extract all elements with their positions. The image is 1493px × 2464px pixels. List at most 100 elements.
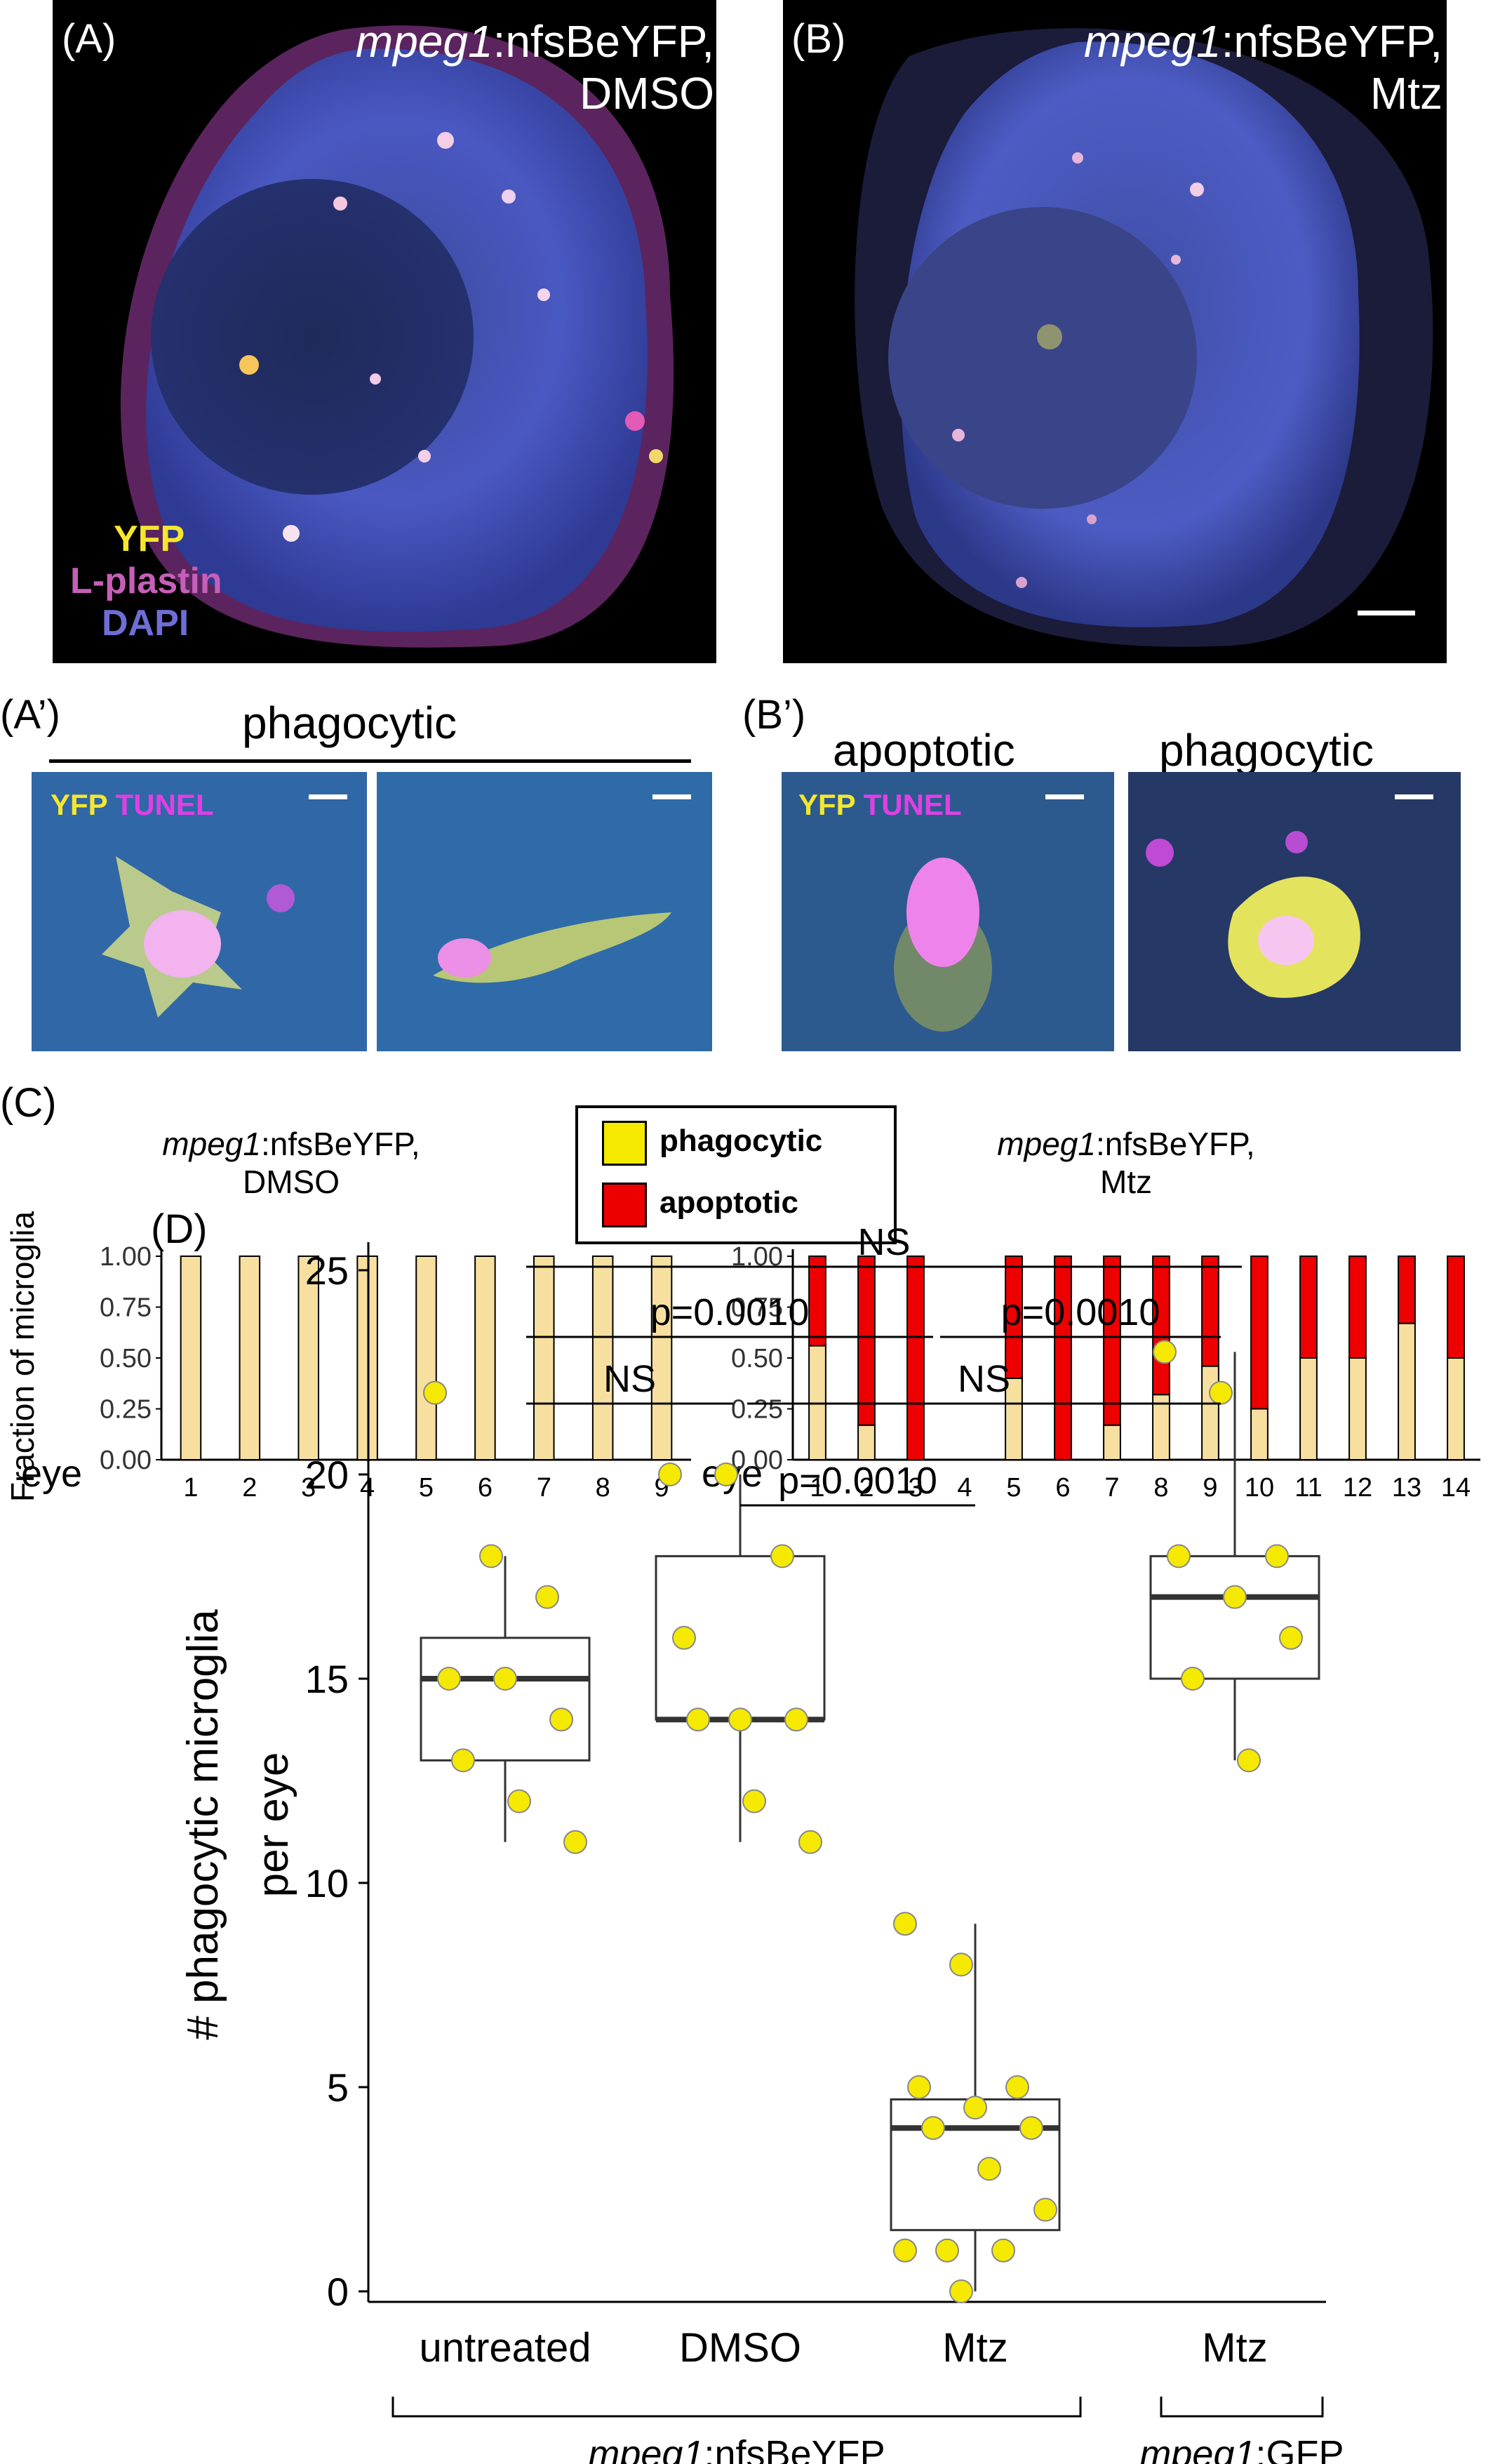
cLeft-ytick-label: 1.00 — [100, 1242, 152, 1272]
panel-a-title-treatment: DMSO — [580, 68, 714, 119]
chart-c-right-title-line2: Mtz — [1100, 1164, 1152, 1200]
d-comparison-label: NS — [603, 1358, 656, 1400]
d-point — [728, 1707, 752, 1732]
cRight-xtick-label: 6 — [1055, 1473, 1070, 1503]
chart-c-legend: phagocytic apoptotic — [575, 1105, 897, 1244]
cRight-xtick-label: 10 — [1245, 1473, 1274, 1503]
d-point — [921, 2116, 945, 2140]
d-ytick-label: 0 — [327, 2270, 349, 2314]
cLeft-bar-phagocytic — [415, 1256, 437, 1460]
d-point — [714, 1463, 738, 1486]
d-point — [686, 1707, 710, 1732]
cRight-bar-apoptotic — [808, 1256, 826, 1347]
panel-a-title-rest: :nfsBeYFP, — [493, 16, 714, 67]
cRight-xtick-label: 13 — [1392, 1473, 1421, 1503]
b-prime-channels: YFP TUNEL — [798, 784, 962, 826]
cRight-ytick-label: 0.75 — [731, 1293, 783, 1323]
d-point — [451, 1748, 475, 1773]
d-group-label: mpeg1:GFP — [1139, 2433, 1344, 2464]
d-ytick-label: 10 — [305, 1861, 349, 1905]
cRight-xtick-label: 7 — [1104, 1473, 1119, 1503]
panel-b-prime-caption-right: phagocytic — [1159, 725, 1374, 775]
d-point — [1033, 2197, 1057, 2222]
retina-mtz-image — [855, 28, 1433, 647]
chart-c-left-title-line1: mpeg1:nfsBeYFP, — [162, 1126, 420, 1162]
a-prime-1-scale-bar — [309, 794, 347, 799]
cLeft-xtick-label: 6 — [478, 1473, 493, 1503]
d-point — [977, 2157, 1001, 2181]
chart-c-right-title-line1: mpeg1:nfsBeYFP, — [997, 1126, 1254, 1162]
d-group-label: mpeg1:nfsBeYFP — [588, 2433, 885, 2464]
d-xtick-label: Mtz — [1202, 2325, 1267, 2371]
legend-apoptotic-swatch — [602, 1183, 647, 1227]
retina-dmso-image — [120, 25, 674, 648]
cRight-xtick-label: 9 — [1203, 1473, 1217, 1503]
cLeft-xtick-label: 8 — [596, 1473, 610, 1503]
panel-a-channel-legend: YFP L-plastin DAPI — [70, 518, 222, 644]
panel-a-title-italic: mpeg1 — [355, 16, 493, 67]
d-point — [423, 1380, 447, 1405]
chart-d-ylabel-line2: per eye — [249, 1752, 297, 1898]
cRight-xtick-label: 12 — [1343, 1473, 1372, 1503]
cLeft-ytick-label: 0.00 — [100, 1446, 152, 1475]
cLeft-ytick-label: 0.75 — [100, 1293, 152, 1323]
cLeft-bar-phagocytic — [650, 1256, 673, 1460]
d-point — [893, 1912, 917, 1936]
d-point — [479, 1544, 503, 1569]
a-prime-channel-tunel: TUNEL — [115, 788, 214, 821]
cRight-bar-apoptotic — [906, 1256, 925, 1460]
d-point — [1279, 1625, 1303, 1650]
panel-b-title-rest: :nfsBeYFP, — [1221, 16, 1442, 67]
a-prime-channels: YFP TUNEL — [51, 784, 214, 826]
legend-phagocytic-swatch — [602, 1121, 647, 1166]
d-comparison-label: p=0.0010 — [650, 1291, 810, 1333]
d-point — [672, 1625, 696, 1650]
panel-b-title-treatment: Mtz — [1370, 68, 1442, 119]
cRight-xtick-label: 5 — [1006, 1473, 1021, 1503]
d-point — [535, 1585, 559, 1609]
cLeft-xtick-label: 7 — [537, 1473, 551, 1503]
d-point — [991, 2238, 1015, 2263]
panel-a-image — [53, 0, 716, 663]
chart-c-right-title-italic: mpeg1 — [997, 1126, 1096, 1162]
micrograph-b-prime-2 — [1128, 772, 1461, 1051]
d-point — [563, 1830, 587, 1854]
cLeft-ytick-label: 0.25 — [100, 1395, 152, 1425]
panel-b-prime-letter: (B’) — [742, 692, 806, 738]
cRight-bar-apoptotic — [1005, 1256, 1023, 1379]
panel-a-letter: (A) — [62, 16, 116, 62]
d-comparison-label: NS — [857, 1221, 910, 1263]
a-prime-2-scale-bar — [652, 794, 691, 799]
d-point — [1223, 1585, 1247, 1609]
chart-d-ylabel: # phagocytic microglia per eye — [179, 1609, 297, 2040]
cLeft-ytick-label: 0.50 — [100, 1344, 152, 1373]
cRight-ytick-label: 0.00 — [731, 1446, 783, 1475]
cRight-bar-apoptotic — [1398, 1256, 1416, 1324]
cLeft-xtick-label: 2 — [242, 1473, 257, 1503]
d-point — [549, 1707, 573, 1732]
panel-b-title-italic: mpeg1 — [1083, 16, 1221, 67]
cRight-ytick-label: 0.25 — [731, 1395, 783, 1425]
d-point — [742, 1789, 766, 1813]
chart-c-ylabel: Fraction of microglia — [4, 1211, 41, 1503]
d-point — [770, 1544, 794, 1569]
legend-apoptotic-label: apoptotic — [660, 1185, 798, 1220]
panel-c-letter: (C) — [0, 1080, 57, 1126]
cLeft-bar-phagocytic — [591, 1256, 614, 1460]
d-ytick-label: 20 — [305, 1453, 349, 1497]
a-prime-channel-yfp: YFP — [51, 788, 107, 821]
d-comparison-label: NS — [958, 1358, 1010, 1400]
chart-c-left-title: mpeg1:nfsBeYFP, DMSO — [162, 1126, 420, 1200]
d-group-bracket — [1160, 2397, 1324, 2418]
d-point — [507, 1789, 531, 1813]
chart-c-right-title-rest: :nfsBeYFP, — [1096, 1126, 1255, 1162]
cRight-bar-apoptotic — [1054, 1256, 1072, 1460]
d-box — [1149, 1554, 1320, 1680]
cLeft-bar-phagocytic — [297, 1256, 319, 1460]
cRight-ytick-label: 0.50 — [731, 1344, 783, 1373]
cRight-xtick-label: 3 — [908, 1473, 923, 1503]
d-point — [1153, 1340, 1177, 1364]
d-point — [1019, 2116, 1043, 2140]
panel-b-title: mpeg1:nfsBeYFP, Mtz — [951, 15, 1442, 119]
b-prime-2-scale-bar — [1395, 794, 1433, 799]
